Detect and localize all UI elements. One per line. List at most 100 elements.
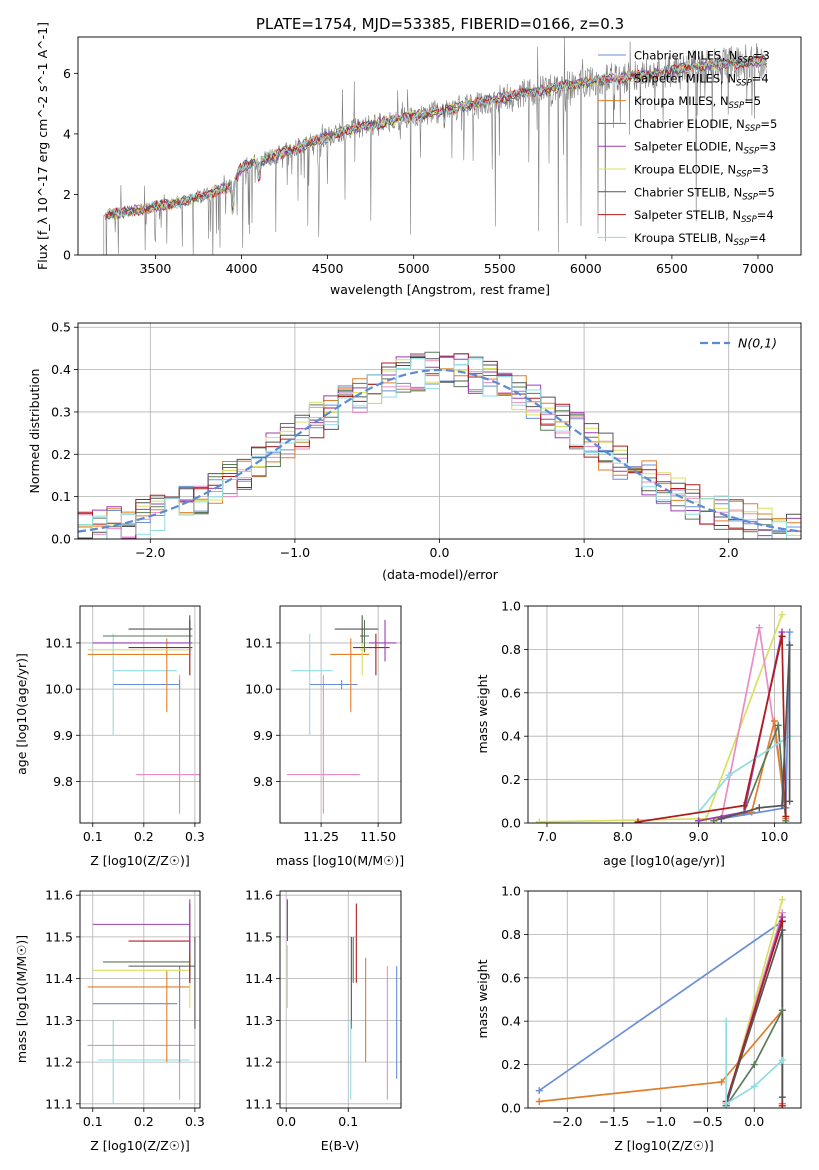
point-salpeter-elodie <box>695 817 703 823</box>
y-tick-label: 11.6 <box>45 888 73 903</box>
point-kroupa-miles <box>770 717 778 725</box>
y-tick-label: 11.5 <box>245 929 273 944</box>
x-axis-label: wavelength [Angstrom, rest frame] <box>330 282 550 297</box>
y-tick-label: 0.2 <box>51 447 71 462</box>
y-tick-label: 0.2 <box>501 772 521 787</box>
y-tick-label: 2 <box>63 187 71 202</box>
x-tick-label: 4000 <box>226 261 258 276</box>
x-tick-label: 9.0 <box>689 829 709 844</box>
point-kroupa-stelib <box>725 771 733 779</box>
x-tick-label: 6500 <box>656 261 688 276</box>
plot-area <box>78 351 801 539</box>
y-tick-label: 9.9 <box>53 728 73 743</box>
x-tick-label: 0.3 <box>185 829 205 844</box>
x-axis-label: Z [log10(Z/Z☉)] <box>90 853 190 868</box>
axes-frame <box>79 605 201 824</box>
y-tick-label: 0.8 <box>501 927 521 942</box>
x-tick-label: 8.0 <box>613 829 633 844</box>
point-salpeter-stelib <box>740 802 748 810</box>
x-axis-label: E(B-V) <box>321 1138 360 1153</box>
y-tick-label: 0.0 <box>51 532 71 547</box>
hist-salpeter-stelib <box>78 353 801 539</box>
panel-mass-vs-Z: 0.1 0.2 0.3 11.1 11.2 11.3 11.4 11.5 11.6 Z [log1… <box>14 888 205 1153</box>
model-salpeter-elodie <box>105 56 767 221</box>
y-tick-label: 11.4 <box>245 971 273 986</box>
x-tick-label: 7000 <box>742 261 774 276</box>
y-tick-label: 0.0 <box>501 1101 521 1116</box>
y-tick-label: 11.3 <box>45 1013 73 1028</box>
y-axis-label: Normed distribution <box>27 369 42 494</box>
x-tick-label: 0.0 <box>744 1114 764 1129</box>
y-tick-label: 1.0 <box>501 599 521 614</box>
y-tick-label: 6 <box>63 66 71 81</box>
point-salpeter-stelib <box>778 632 786 640</box>
y-tick-label: 11.1 <box>45 1096 73 1111</box>
point-chabrier-elodie <box>774 721 782 729</box>
hist-salpeter-miles <box>78 355 801 539</box>
model-kroupa-stelib <box>105 56 767 217</box>
x-tick-label: −2.0 <box>552 1114 582 1129</box>
y-tick-label: 11.6 <box>245 888 273 903</box>
plot-area <box>87 899 196 1104</box>
x-tick-label: −0.5 <box>692 1114 722 1129</box>
panel-age-vs-Z: 0.1 0.2 0.3 9.8 9.9 10.0 10.1 Z [log10(Z/Z☉)] ag… <box>14 605 205 868</box>
x-tick-label: 0.0 <box>430 545 450 560</box>
y-tick-label: 0.2 <box>501 1057 521 1072</box>
point-chabrier-miles <box>535 1087 543 1095</box>
plot-area <box>535 611 794 823</box>
point-kroupa-elodie <box>778 611 786 619</box>
point-chabrier-stelib <box>778 926 786 934</box>
point-kroupa-miles <box>718 1078 726 1086</box>
point-chabrier-stelib <box>755 804 763 812</box>
point-salpeter-miles <box>755 624 763 632</box>
plot-area <box>535 896 786 1108</box>
axes-frame <box>279 605 402 824</box>
series-salpeter-stelib <box>637 636 787 823</box>
x-tick-label: 11.25 <box>303 829 339 844</box>
plot-area <box>286 899 398 1100</box>
point-salpeter-stelib <box>778 1102 786 1108</box>
point-chabrier-stelib <box>786 797 794 805</box>
x-tick-label: 10.0 <box>761 829 789 844</box>
x-tick-label: 6000 <box>570 261 602 276</box>
point-kroupa-elodie <box>535 818 543 823</box>
hist-kroupa-stelib <box>78 358 801 539</box>
y-tick-label: 9.8 <box>53 774 73 789</box>
y-tick-label: 11.4 <box>45 971 73 986</box>
legend-label-gaussian: N(0,1) <box>738 336 777 351</box>
point-chabrier-stelib <box>717 815 725 823</box>
y-tick-label: 0.1 <box>51 489 71 504</box>
series-kroupa-stelib <box>725 1021 783 1106</box>
legend-label-kroupa-stelib: Kroupa STELIB, NSSP=4 <box>634 231 766 248</box>
x-axis-label: (data-model)/error <box>382 567 499 582</box>
legend-label-chabrier-elodie: Chabrier ELODIE, NSSP=5 <box>634 117 777 134</box>
legend-label-kroupa-miles: Kroupa MILES, NSSP=5 <box>634 94 761 111</box>
plot-area <box>87 615 200 814</box>
point-chabrier-stelib <box>778 802 786 810</box>
y-tick-label: 11.3 <box>245 1013 273 1028</box>
panel-spectrum: 3500 4000 4500 5000 5500 6000 6500 7000 0 2 4 6 wave… <box>35 22 802 297</box>
y-tick-label: 9.9 <box>253 728 273 743</box>
legend-label-kroupa-elodie: Kroupa ELODIE, NSSP=3 <box>634 163 769 180</box>
x-tick-label: 1.0 <box>574 545 594 560</box>
legend-label-salpeter-miles: Salpeter MILES, NSSP=4 <box>634 71 769 88</box>
y-tick-label: 11.2 <box>45 1055 73 1070</box>
y-tick-label: 0.6 <box>501 685 521 700</box>
x-tick-label: 0.1 <box>338 1114 358 1129</box>
plot-area <box>103 37 767 255</box>
x-tick-label: 2.0 <box>719 545 739 560</box>
series-chabrier-miles <box>538 920 783 1092</box>
y-tick-label: 11.2 <box>245 1055 273 1070</box>
point-kroupa-miles <box>535 1097 543 1105</box>
point-chabrier-elodie <box>750 1061 758 1069</box>
x-tick-label: −1.0 <box>280 545 310 560</box>
model-chabrier-stelib <box>105 54 767 220</box>
legend-label-salpeter-elodie: Salpeter ELODIE, NSSP=3 <box>634 140 776 157</box>
y-tick-label: 0.4 <box>501 1014 521 1029</box>
gaussian-curve <box>78 368 801 533</box>
axes-frame <box>527 890 802 1109</box>
x-tick-label: 0.3 <box>185 1114 205 1129</box>
x-tick-label: 5000 <box>398 261 430 276</box>
x-axis-label: Z [log10(Z/Z☉)] <box>614 1138 714 1153</box>
